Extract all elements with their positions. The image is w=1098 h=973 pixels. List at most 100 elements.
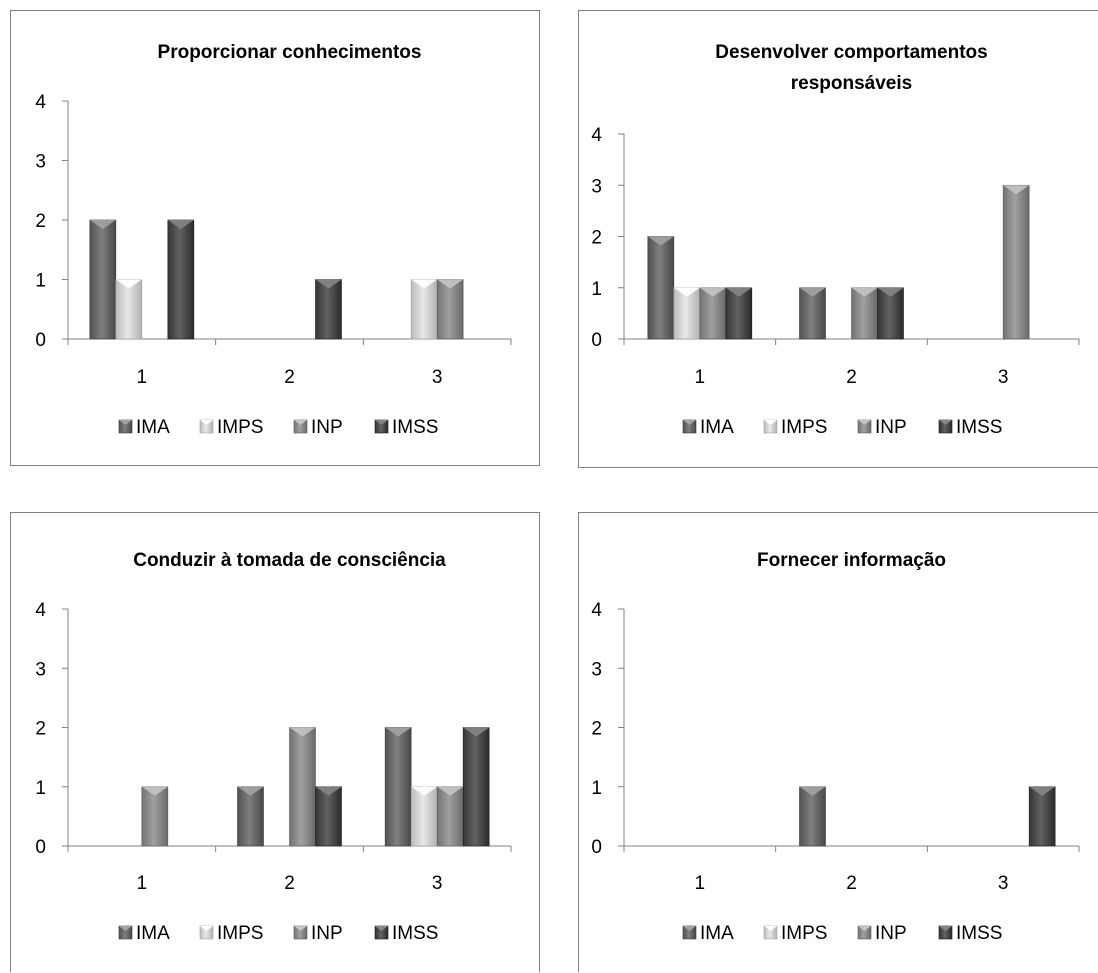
y-tick-label: 0 bbox=[591, 330, 602, 351]
legend-swatch-cap bbox=[119, 926, 132, 931]
chart-proporcionar-conhecimentos: Proporcionar conhecimentos 0 1 2 3 4 1 2 3 IMA IMP… bbox=[10, 10, 540, 466]
chart-conduzir-tomada-consciencia: Conduzir à tomada de consciência 0 1 2 3 4 1 2 3… bbox=[10, 512, 540, 972]
legend-label: IMA bbox=[136, 417, 170, 438]
bar-cap bbox=[437, 279, 464, 289]
y-tick-label: 4 bbox=[35, 600, 46, 621]
y-tick-label: 4 bbox=[591, 125, 602, 146]
legend-item-inp: INP bbox=[857, 923, 907, 944]
y-tick-label: 4 bbox=[591, 600, 602, 621]
y-tick-label: 3 bbox=[35, 152, 46, 173]
bar-cap bbox=[115, 279, 142, 289]
chart-svg: Fornecer informação 0 1 2 3 4 1 2 3 IMA IMPS INP IMS… bbox=[591, 550, 1080, 944]
chart-svg: Desenvolver comportamentos responsáveis 0 1… bbox=[591, 42, 1080, 438]
bar-cap bbox=[1029, 786, 1056, 796]
bar-inp-cat-3 bbox=[436, 279, 464, 340]
legend-item-imss: IMSS bbox=[374, 923, 438, 944]
bar-cap bbox=[851, 287, 878, 297]
chart-title-line: Desenvolver comportamentos bbox=[715, 42, 987, 63]
bar-cap bbox=[315, 786, 342, 796]
legend-swatch-cap bbox=[683, 420, 696, 425]
legend-item-imss: IMSS bbox=[374, 417, 438, 438]
chart-title-line: responsáveis bbox=[791, 73, 912, 94]
y-tick-label: 1 bbox=[591, 778, 602, 799]
bar-imss-cat-3 bbox=[1028, 786, 1056, 847]
legend-item-ima: IMA bbox=[682, 923, 734, 944]
legend-item-ima: IMA bbox=[118, 923, 170, 944]
legend-label: INP bbox=[311, 923, 343, 944]
bar-imps-cat-3 bbox=[410, 279, 438, 340]
legend-swatch-cap bbox=[294, 420, 307, 425]
legend-swatch-cap bbox=[858, 420, 871, 425]
y-tick-label: 3 bbox=[35, 659, 46, 680]
y-tick-label: 2 bbox=[591, 228, 602, 249]
legend-swatch-cap bbox=[294, 926, 307, 931]
bar-cap bbox=[877, 287, 904, 297]
bar-imps-cat-1 bbox=[115, 279, 143, 340]
chart-svg: Conduzir à tomada de consciência 0 1 2 3 4 1 2 3… bbox=[35, 550, 512, 944]
legend-swatch-cap bbox=[200, 420, 213, 425]
bar-cap bbox=[463, 727, 490, 737]
legend-swatch-cap bbox=[200, 926, 213, 931]
legend-item-imss: IMSS bbox=[938, 417, 1002, 438]
bar-inp-cat-1 bbox=[141, 786, 169, 847]
legend-swatch-cap bbox=[119, 420, 132, 425]
bar-cap bbox=[673, 287, 700, 297]
x-tick-label: 3 bbox=[432, 873, 443, 894]
chart-title-line: Fornecer informação bbox=[757, 550, 946, 571]
bar-cap bbox=[799, 287, 826, 297]
chart-title-line: Proporcionar conhecimentos bbox=[158, 42, 422, 63]
legend-label: IMSS bbox=[956, 417, 1002, 438]
y-tick-label: 1 bbox=[35, 271, 46, 292]
y-tick-label: 0 bbox=[35, 330, 46, 351]
legend-item-ima: IMA bbox=[118, 417, 170, 438]
x-tick-label: 1 bbox=[695, 367, 706, 388]
legend-label: INP bbox=[875, 923, 907, 944]
y-tick-label: 3 bbox=[591, 659, 602, 680]
y-tick-label: 2 bbox=[35, 211, 46, 232]
legend-item-imps: IMPS bbox=[763, 417, 827, 438]
legend-label: IMA bbox=[700, 923, 734, 944]
y-tick-label: 0 bbox=[35, 837, 46, 858]
legend-swatch-cap bbox=[375, 420, 388, 425]
legend-swatch-cap bbox=[683, 926, 696, 931]
legend-swatch-cap bbox=[764, 926, 777, 931]
bar-cap bbox=[89, 220, 116, 229]
y-tick-label: 1 bbox=[591, 279, 602, 300]
legend-item-inp: INP bbox=[293, 923, 343, 944]
x-tick-label: 2 bbox=[284, 873, 295, 894]
legend-item-inp: INP bbox=[293, 417, 343, 438]
chart-svg: Proporcionar conhecimentos 0 1 2 3 4 1 2 3 IMA IMP… bbox=[35, 42, 512, 438]
legend-label: IMPS bbox=[781, 417, 827, 438]
bar-cap bbox=[647, 236, 674, 246]
bar-cap bbox=[141, 786, 168, 796]
bar-imss-cat-3 bbox=[462, 727, 490, 847]
chart-fornecer-informacao: Fornecer informação 0 1 2 3 4 1 2 3 IMA IMPS INP IMS… bbox=[578, 512, 1098, 972]
legend-item-ima: IMA bbox=[682, 417, 734, 438]
legend-label: IMPS bbox=[781, 923, 827, 944]
bar-ima-cat-1 bbox=[89, 219, 117, 340]
x-tick-label: 2 bbox=[284, 367, 295, 388]
bar-imss-cat-2 bbox=[315, 279, 342, 340]
x-tick-label: 2 bbox=[846, 367, 857, 388]
x-tick-label: 3 bbox=[998, 873, 1009, 894]
legend-label: IMA bbox=[700, 417, 734, 438]
legend-swatch-cap bbox=[764, 420, 777, 425]
x-tick-label: 3 bbox=[998, 367, 1009, 388]
bar-ima-cat-3 bbox=[384, 727, 412, 847]
legend-label: INP bbox=[875, 417, 907, 438]
legend-label: IMSS bbox=[956, 923, 1002, 944]
bar-cap bbox=[799, 786, 826, 796]
legend-item-imss: IMSS bbox=[938, 923, 1002, 944]
bar-cap bbox=[411, 279, 438, 289]
legend-item-imps: IMPS bbox=[199, 923, 263, 944]
bar-cap bbox=[437, 786, 464, 796]
y-tick-label: 4 bbox=[35, 92, 46, 113]
bar-cap bbox=[1003, 185, 1030, 195]
legend-swatch-cap bbox=[939, 926, 952, 931]
y-tick-label: 1 bbox=[35, 778, 46, 799]
bar-cap bbox=[699, 287, 726, 297]
chart-desenvolver-comportamentos: Desenvolver comportamentos responsáveis 0 1… bbox=[578, 10, 1098, 468]
bar-imss-cat-1 bbox=[167, 219, 195, 340]
legend-label: IMA bbox=[136, 923, 170, 944]
chart-title-line: Conduzir à tomada de consciência bbox=[133, 550, 446, 571]
